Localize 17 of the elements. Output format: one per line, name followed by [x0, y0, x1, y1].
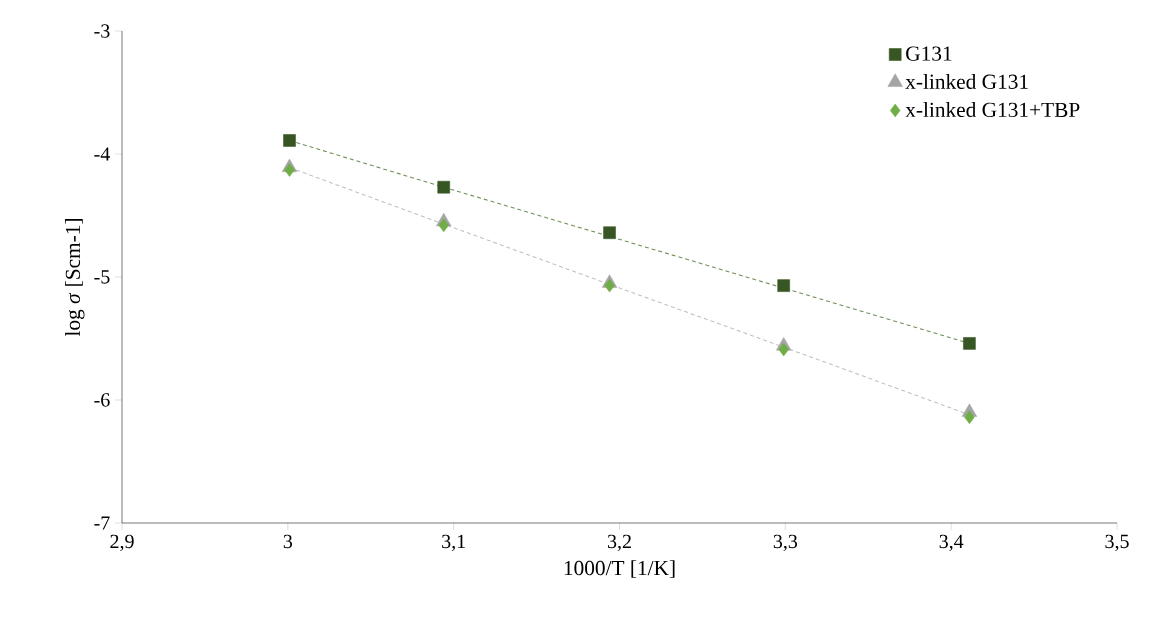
y-tick-label: -4 [94, 147, 110, 161]
x-tick-label: 3,3 [773, 534, 798, 552]
legend-label: x-linked G131+TBP [905, 102, 1080, 118]
y-tick-label: -3 [94, 24, 110, 38]
legend-label: G131 [906, 46, 952, 61]
x-tick-label: 3,4 [939, 534, 964, 552]
x-tick-label: 2,9 [110, 534, 134, 552]
x-axis-title: 1000/T [1/K] [564, 560, 675, 578]
legend-label: x-linked G131 [905, 73, 1028, 89]
x-tick-label: 3,5 [1105, 534, 1129, 552]
y-tick-label: -7 [94, 516, 110, 530]
y-axis-title: log σ [Scm-1] [65, 219, 85, 337]
x-tick-label: 3,1 [442, 534, 465, 552]
y-tick-label: -6 [94, 393, 110, 407]
x-tick-label: 3,2 [607, 534, 631, 552]
y-tick-label: -5 [94, 270, 110, 284]
x-tick-label: 3 [283, 534, 293, 549]
